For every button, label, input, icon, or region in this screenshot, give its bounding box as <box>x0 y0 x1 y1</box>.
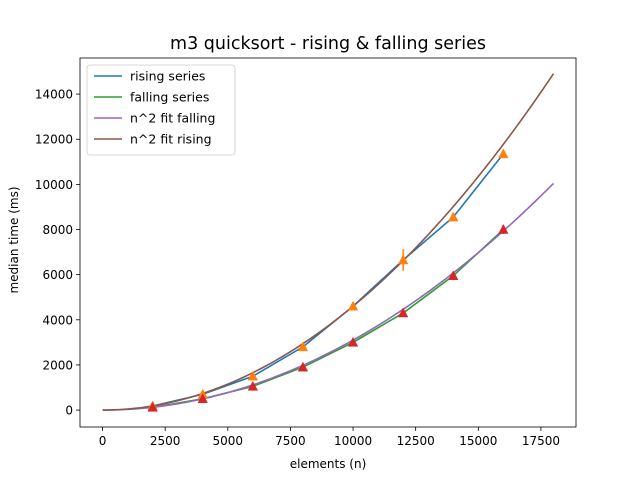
x-tick-label: 17500 <box>522 434 560 448</box>
data-point <box>498 148 509 159</box>
legend-entry: n^2 fit rising <box>130 132 212 147</box>
x-tick-label: 15000 <box>459 434 497 448</box>
x-tick-label: 5000 <box>213 434 244 448</box>
x-tick-label: 10000 <box>334 434 372 448</box>
data-point <box>498 223 509 234</box>
x-axis-label: elements (n) <box>290 457 367 471</box>
axis-ticks: 0 2500 5000 7500 10000 12500 15000 17500 0 2000 40… <box>35 88 560 448</box>
y-tick-label: 4000 <box>42 313 73 327</box>
plot-area <box>102 73 555 412</box>
data-point <box>297 361 309 372</box>
y-tick-label: 2000 <box>42 358 73 372</box>
legend: rising series falling series n^2 fit falli… <box>86 64 236 156</box>
series-line <box>102 182 555 411</box>
series-line <box>152 228 504 409</box>
y-tick-label: 6000 <box>42 268 73 282</box>
data-point <box>347 336 359 347</box>
y-axis-label: median time (ms) <box>7 186 21 293</box>
x-tick-label: 12500 <box>397 434 435 448</box>
y-tick-label: 14000 <box>35 88 73 102</box>
legend-box <box>86 64 236 156</box>
x-tick-label: 7500 <box>275 434 306 448</box>
data-point <box>397 307 409 318</box>
data-point <box>448 270 459 281</box>
chart-title: m3 quicksort - rising & falling series <box>170 34 486 54</box>
series-line <box>102 73 555 411</box>
data-point <box>448 211 459 222</box>
data-point <box>197 393 208 404</box>
y-tick-label: 10000 <box>35 178 73 192</box>
data-point <box>297 341 309 352</box>
data-point <box>147 401 158 412</box>
plot-frame <box>79 57 577 428</box>
data-point <box>397 254 409 265</box>
legend-entry: falling series <box>130 90 209 105</box>
data-point <box>347 300 359 311</box>
data-point <box>247 380 259 391</box>
legend-entry: n^2 fit falling <box>130 111 215 126</box>
y-tick-label: 8000 <box>42 223 73 237</box>
x-tick-label: 2500 <box>150 434 181 448</box>
legend-entry: rising series <box>130 69 205 84</box>
x-tick-label: 0 <box>99 434 107 448</box>
y-tick-label: 0 <box>65 404 73 418</box>
y-tick-label: 12000 <box>35 133 73 147</box>
data-point <box>247 370 259 381</box>
